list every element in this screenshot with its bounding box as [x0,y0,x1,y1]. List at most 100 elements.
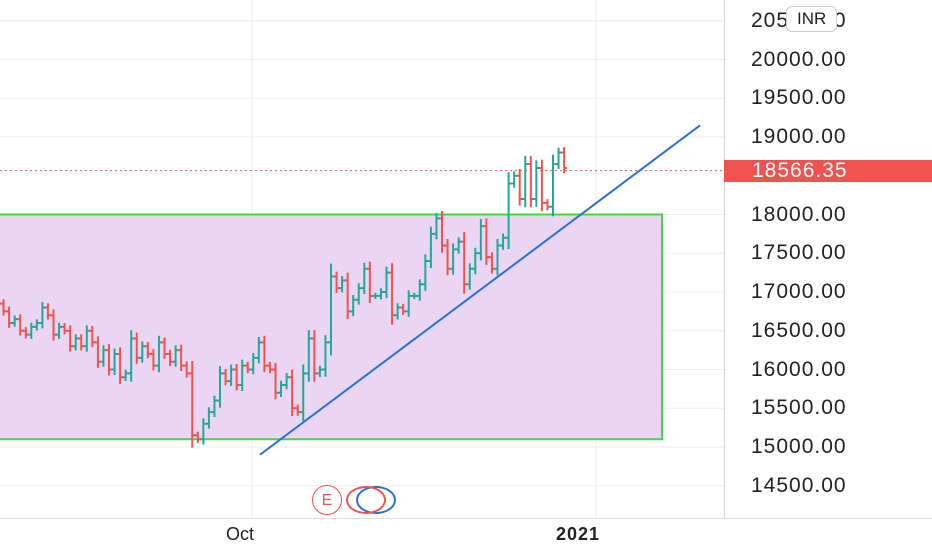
ohlc-bar [383,266,390,299]
ohlc-bar [239,359,246,392]
ohlc-bar [488,252,495,274]
ohlc-bar [422,254,429,291]
ohlc-bar [522,155,529,208]
ohlc-bar [33,319,40,331]
earnings-e-icon[interactable]: E [312,485,342,515]
ohlc-bar [389,263,396,325]
ohlc-bar [322,335,329,377]
ohlc-bar [450,243,457,275]
ohlc-bar [350,294,357,317]
price-tick-label: 15500.00 [751,396,847,420]
ohlc-bar [500,233,507,250]
price-tick-label: 16000.00 [751,357,847,381]
ohlc-bar [433,212,440,240]
ohlc-bar [444,238,451,276]
ohlc-bar [122,369,129,381]
ohlc-bar [17,314,24,336]
ohlc-bar [516,169,523,206]
ohlc-bar [461,232,468,294]
ohlc-bar [250,353,257,375]
ohlc-bar [494,238,501,276]
price-tick-label: 14500.00 [751,473,847,497]
ohlc-bar [233,364,240,391]
ohlc-bar [366,261,373,304]
earnings-events[interactable]: E [312,485,396,515]
ohlc-bar [205,407,212,429]
ohlc-bar [139,341,146,363]
ohlc-bar [200,418,207,445]
ohlc-bar [222,369,229,386]
ohlc-bar [28,322,35,339]
ohlc-bar [172,345,179,367]
ohlc-bar [244,361,251,374]
ohlc-bar [133,332,140,364]
ohlc-bar [405,290,412,317]
ohlc-bar [100,345,107,367]
ohlc-bar [266,361,273,374]
ohlc-bar [67,325,74,352]
ohlc-bar [167,349,174,367]
ohlc-bar [94,336,101,368]
last-price-tag: 18566.35 [724,160,932,182]
ohlc-bar [316,365,323,378]
ohlc-bar [427,226,434,269]
currency-badge[interactable]: INR [786,6,838,32]
ohlc-bar [6,306,13,328]
ohlc-bar [355,283,362,305]
ohlc-bar [111,348,118,375]
price-tick-label: 20000.00 [751,47,847,71]
ohlc-bar [344,272,351,320]
ohlc-bar [22,327,29,339]
ohlc-bar [400,303,407,316]
ohlc-bar [372,292,379,299]
ohlc-bar [144,341,151,359]
ohlc-bar [533,160,540,207]
ohlc-bar [278,380,285,398]
ohlc-bar [83,325,90,352]
ohlc-bar [161,337,168,359]
earnings-ring-red [346,486,386,514]
price-tick-label: 16500.00 [751,318,847,342]
ohlc-bar [527,155,534,208]
ohlc-bar [466,263,473,290]
ohlc-bar [50,309,57,341]
ohlc-bar [333,271,340,293]
ohlc-bar [11,315,18,327]
ohlc-bar [411,292,418,299]
ohlc-bar [78,334,85,351]
ohlc-bar [305,330,312,382]
ohlc-bar [505,172,512,249]
ohlc-bar [361,262,368,295]
ohlc-bar [328,263,334,356]
ohlc-bar [394,303,401,320]
ohlc-bar [117,347,124,384]
ohlc-bar [150,349,157,371]
ohlc-bar [377,288,384,300]
time-axis[interactable] [0,518,932,551]
price-tick-label: 19000.00 [751,125,847,148]
ohlc-bar [217,366,223,408]
ohlc-bar [106,344,112,376]
ohlc-bar [538,159,545,212]
ohlc-bar [72,334,79,351]
ohlc-bar [183,361,190,378]
ohlc-bar [416,279,423,301]
ohlc-bars [0,147,568,448]
price-tick-label: 15000.00 [751,435,847,458]
price-axis[interactable] [724,0,932,518]
ohlc-bar [555,147,562,169]
ohlc-bar [455,237,462,254]
ohlc-bar [272,362,279,400]
ohlc-bar [211,395,218,417]
ohlc-bar [0,302,1,305]
price-tick-label: 19500.00 [751,86,847,110]
ohlc-bar [550,154,556,217]
trend-line[interactable] [259,124,701,456]
ohlc-bar [44,303,51,320]
ohlc-bar [511,171,518,188]
ohlc-bar [255,336,262,364]
ohlc-bar [128,330,135,382]
ohlc-bar [89,325,96,348]
ohlc-bar [294,404,301,416]
